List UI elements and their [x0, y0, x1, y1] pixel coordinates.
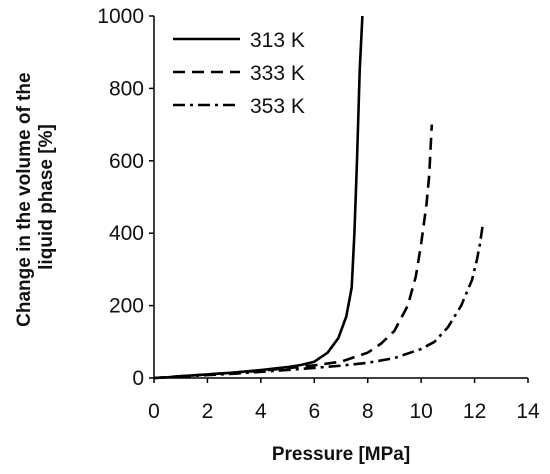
x-tick-label: 4	[255, 400, 267, 423]
y-tick-label: 600	[109, 150, 144, 173]
series-line-2	[153, 124, 434, 380]
x-tick-label: 6	[308, 400, 320, 423]
x-tick-label: 12	[463, 400, 486, 423]
y-axis-ticks: 0 200 400 600 800 1000	[97, 5, 154, 390]
x-axis-title: Pressure [MPa]	[272, 444, 410, 465]
x-tick-label: 8	[362, 400, 374, 423]
y-axis-title: Change in the volume of the liquid phase…	[14, 67, 57, 327]
series-line-3	[153, 225, 484, 380]
legend: 313 K 333 K 353 K	[173, 29, 305, 118]
y-tick-label: 1000	[97, 5, 144, 28]
legend-label: 313 K	[250, 29, 305, 52]
y-axis-title-line-2: liquid phase [%]	[36, 124, 57, 270]
x-axis-ticks: 0 2 4 6 8 10 12 14	[148, 378, 540, 423]
legend-label: 333 K	[250, 62, 305, 85]
y-tick-label: 800	[109, 77, 144, 100]
x-tick-label: 10	[409, 400, 432, 423]
x-tick-label: 2	[202, 400, 214, 423]
y-tick-label: 400	[109, 222, 144, 245]
y-tick-label: 200	[109, 295, 144, 318]
x-tick-label: 14	[516, 400, 540, 423]
x-tick-label: 0	[148, 400, 160, 423]
y-axis-title-line-1: Change in the volume of the	[14, 72, 35, 326]
legend-label: 353 K	[250, 95, 305, 118]
y-tick-label: 0	[132, 367, 144, 390]
series-lines	[153, 15, 484, 380]
